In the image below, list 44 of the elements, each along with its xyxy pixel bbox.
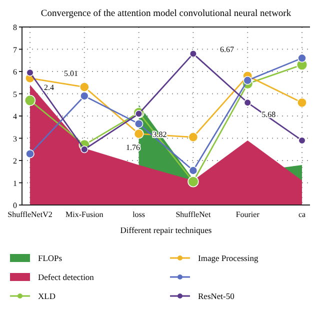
y-tick-label: 7 (13, 45, 17, 54)
point (188, 132, 198, 142)
y-tick-label: 6 (13, 68, 17, 76)
point (24, 94, 36, 106)
y-tick-label: 2 (13, 156, 17, 166)
y-tick-label: 4 (13, 112, 17, 121)
annotation: 6.67 (220, 45, 234, 54)
x-axis-title: Different repair techniques (120, 225, 212, 235)
x-tick-label: ShuffleNetV2 (8, 210, 52, 219)
y-tick-label: 3 (13, 134, 17, 144)
y-tick-label: 0 (13, 201, 17, 210)
x-tick-label: Fourier (236, 210, 260, 219)
x-tick-label: ca (298, 210, 306, 219)
point (189, 50, 197, 58)
legend-label: Defect detection (38, 272, 95, 282)
y-tick-label: 1 (13, 178, 17, 188)
point (135, 110, 143, 118)
x-tick-label: loss (132, 210, 146, 219)
point (79, 82, 90, 92)
point (297, 98, 307, 108)
point (298, 136, 306, 144)
point (134, 119, 144, 128)
annotation: 3.82 (152, 130, 167, 139)
point (244, 98, 252, 106)
legend-label: XLD (38, 291, 56, 301)
x-tick-label: ShuffleNet (176, 210, 212, 219)
chart-title: Convergence of the attention model convolutional neural network (40, 9, 292, 19)
point (26, 68, 34, 76)
x-tick-label: Mix-Fusion (66, 210, 104, 219)
legend-label: Image Processing (198, 253, 259, 263)
point (134, 128, 144, 139)
point (243, 76, 252, 85)
legend-label: ResNet-50 (198, 291, 234, 301)
y-tick-label: 5 (13, 90, 17, 99)
point (80, 146, 88, 154)
point (298, 54, 306, 63)
point (80, 92, 89, 100)
point (26, 149, 34, 158)
point (188, 176, 199, 188)
point (188, 166, 198, 175)
y-tick-label: 8 (13, 23, 17, 32)
annotation: 2.4 (44, 83, 54, 92)
legend-label: FLOPs (38, 253, 62, 263)
annotation: 5.01 (64, 69, 78, 78)
